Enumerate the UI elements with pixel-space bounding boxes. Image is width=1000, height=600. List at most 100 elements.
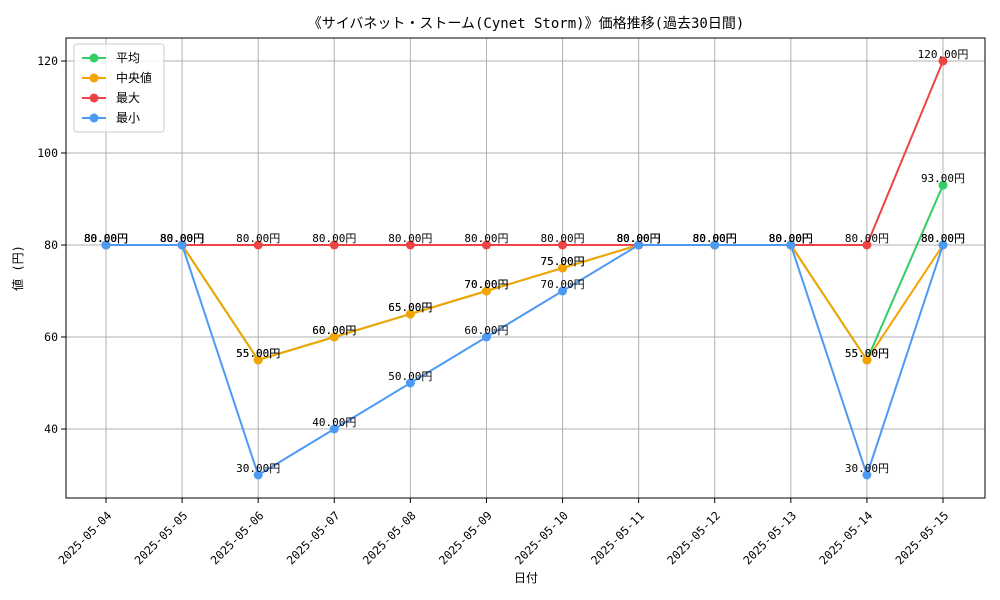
x-tick-label: 2025-05-08	[360, 508, 419, 567]
x-tick-label: 2025-05-14	[816, 508, 875, 567]
data-label: 55.00円	[236, 347, 280, 360]
x-axis-label: 日付	[514, 571, 538, 585]
data-label: 93.00円	[921, 172, 965, 185]
data-point	[862, 470, 872, 480]
series-中央値	[101, 240, 948, 365]
data-label: 70.00円	[464, 278, 508, 291]
data-label: 70.00円	[540, 278, 584, 291]
series-group	[101, 56, 948, 480]
data-label: 80.00円	[769, 232, 813, 245]
series-line	[106, 184, 944, 363]
data-label: 80.00円	[769, 232, 813, 245]
data-label: 80.00円	[84, 232, 128, 245]
data-label: 80.00円	[693, 232, 737, 245]
data-label: 80.00円	[464, 232, 508, 245]
x-tick-label: 2025-05-04	[55, 508, 114, 567]
x-tick-label: 2025-05-13	[740, 508, 799, 567]
data-point	[405, 309, 415, 319]
data-label: 65.00円	[388, 301, 432, 314]
axes: 2025-05-04 2025-05-05 2025-05-06 2025-05-07…	[37, 54, 951, 567]
data-label: 50.00円	[388, 370, 432, 383]
series-line	[106, 244, 944, 479]
data-point	[329, 240, 339, 250]
legend-label: 最大	[116, 91, 140, 105]
data-point	[177, 240, 187, 250]
data-point	[862, 355, 872, 365]
data-point	[101, 240, 111, 250]
data-point	[634, 240, 644, 250]
x-tick-label: 2025-05-09	[436, 508, 495, 567]
data-label: 80.00円	[617, 232, 661, 245]
data-label: 80.00円	[160, 232, 204, 245]
x-tick-label: 2025-05-10	[512, 508, 571, 567]
data-label: 80.00円	[84, 232, 128, 245]
data-point	[938, 180, 948, 190]
grid	[66, 38, 985, 498]
y-tick-label: 60	[44, 330, 58, 344]
legend-swatch-marker	[89, 53, 99, 63]
data-label: 80.00円	[769, 232, 813, 245]
data-label: 80.00円	[921, 232, 965, 245]
data-label: 80.00円	[693, 232, 737, 245]
data-labels: 80.00円 80.00円 55.00円 60.00円 65.00円 70.00円 75.0…	[84, 48, 968, 475]
data-point	[481, 332, 491, 342]
data-point	[481, 286, 491, 296]
data-label: 80.00円	[617, 232, 661, 245]
data-label: 60.00円	[464, 324, 508, 337]
data-label: 55.00円	[845, 347, 889, 360]
data-label: 80.00円	[84, 232, 128, 245]
y-tick-label: 40	[44, 422, 58, 436]
data-label: 55.00円	[845, 347, 889, 360]
data-label: 80.00円	[312, 232, 356, 245]
data-label: 30.00円	[236, 462, 280, 475]
data-point	[558, 240, 568, 250]
data-label: 40.00円	[312, 416, 356, 429]
data-point	[938, 240, 948, 250]
x-tick-label: 2025-05-05	[132, 508, 191, 567]
data-label: 55.00円	[236, 347, 280, 360]
series-最小	[101, 240, 948, 480]
legend-label: 最小	[116, 111, 140, 125]
data-point	[938, 56, 948, 66]
x-tick-label: 2025-05-06	[208, 508, 267, 567]
data-label: 75.00円	[540, 255, 584, 268]
series-line	[106, 60, 944, 246]
data-label: 80.00円	[693, 232, 737, 245]
legend-label: 中央値	[116, 70, 152, 85]
y-tick-label: 100	[37, 146, 58, 160]
data-label: 75.00円	[540, 255, 584, 268]
y-axis-label: 値 (円)	[10, 245, 25, 291]
data-point	[558, 286, 568, 296]
data-label: 60.00円	[312, 324, 356, 337]
data-label: 70.00円	[464, 278, 508, 291]
data-point	[481, 240, 491, 250]
x-tick-label: 2025-05-11	[588, 508, 647, 567]
x-tick-label: 2025-05-07	[284, 508, 343, 567]
data-point	[862, 240, 872, 250]
legend-box	[73, 43, 165, 133]
data-label: 80.00円	[160, 232, 204, 245]
x-tick-label: 2025-05-12	[664, 508, 723, 567]
data-point	[329, 332, 339, 342]
chart-title: 《サイバネット・ストーム(Cynet Storm)》価格推移(過去30日間)	[308, 16, 745, 32]
data-label: 80.00円	[84, 232, 128, 245]
legend-label: 平均	[116, 51, 140, 65]
data-label: 80.00円	[160, 232, 204, 245]
data-label: 80.00円	[921, 232, 965, 245]
data-label: 80.00円	[617, 232, 661, 245]
plot-frame	[65, 37, 986, 499]
data-point	[329, 424, 339, 434]
data-label: 80.00円	[388, 232, 432, 245]
legend-swatch-marker	[89, 73, 99, 83]
data-label: 80.00円	[845, 232, 889, 245]
data-label: 80.00円	[617, 232, 661, 245]
data-point	[253, 240, 263, 250]
series-line	[106, 244, 944, 362]
data-point	[558, 263, 568, 273]
data-label: 80.00円	[160, 232, 204, 245]
data-point	[405, 240, 415, 250]
data-label: 80.00円	[769, 232, 813, 245]
